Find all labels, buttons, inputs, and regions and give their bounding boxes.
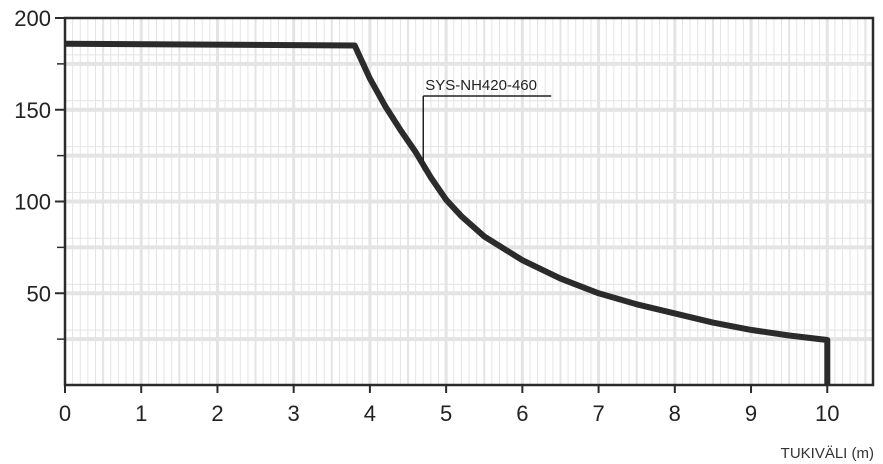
x-tick-label: 3 [288, 401, 300, 426]
x-tick-label: 6 [516, 401, 528, 426]
y-tick-label: 200 [14, 6, 51, 31]
x-tick-label: 10 [815, 401, 839, 426]
x-tick-label: 4 [364, 401, 376, 426]
series-line [64, 40, 831, 385]
x-tick-label: 9 [745, 401, 757, 426]
x-tick-label: 1 [135, 401, 147, 426]
x-axis-title: TUKIVÄLI (m) [781, 445, 874, 462]
x-tick-label: 8 [669, 401, 681, 426]
x-tick-label: 2 [211, 401, 223, 426]
y-tick-label: 150 [14, 98, 51, 123]
x-tick-label: 0 [59, 401, 71, 426]
annotation-label: SYS-NH420-460 [425, 77, 537, 94]
axes: 50 100 150 200 0 1 2 3 4 5 6 7 8 9 10 [14, 6, 875, 426]
series-layer [64, 40, 831, 385]
x-tick-label: 5 [440, 401, 452, 426]
y-tick-label: 100 [14, 190, 51, 215]
annotation-layer: SYS-NH420-460 [422, 77, 552, 171]
x-tick-label: 7 [592, 401, 604, 426]
grid [65, 18, 873, 385]
y-tick-label: 50 [27, 281, 51, 306]
